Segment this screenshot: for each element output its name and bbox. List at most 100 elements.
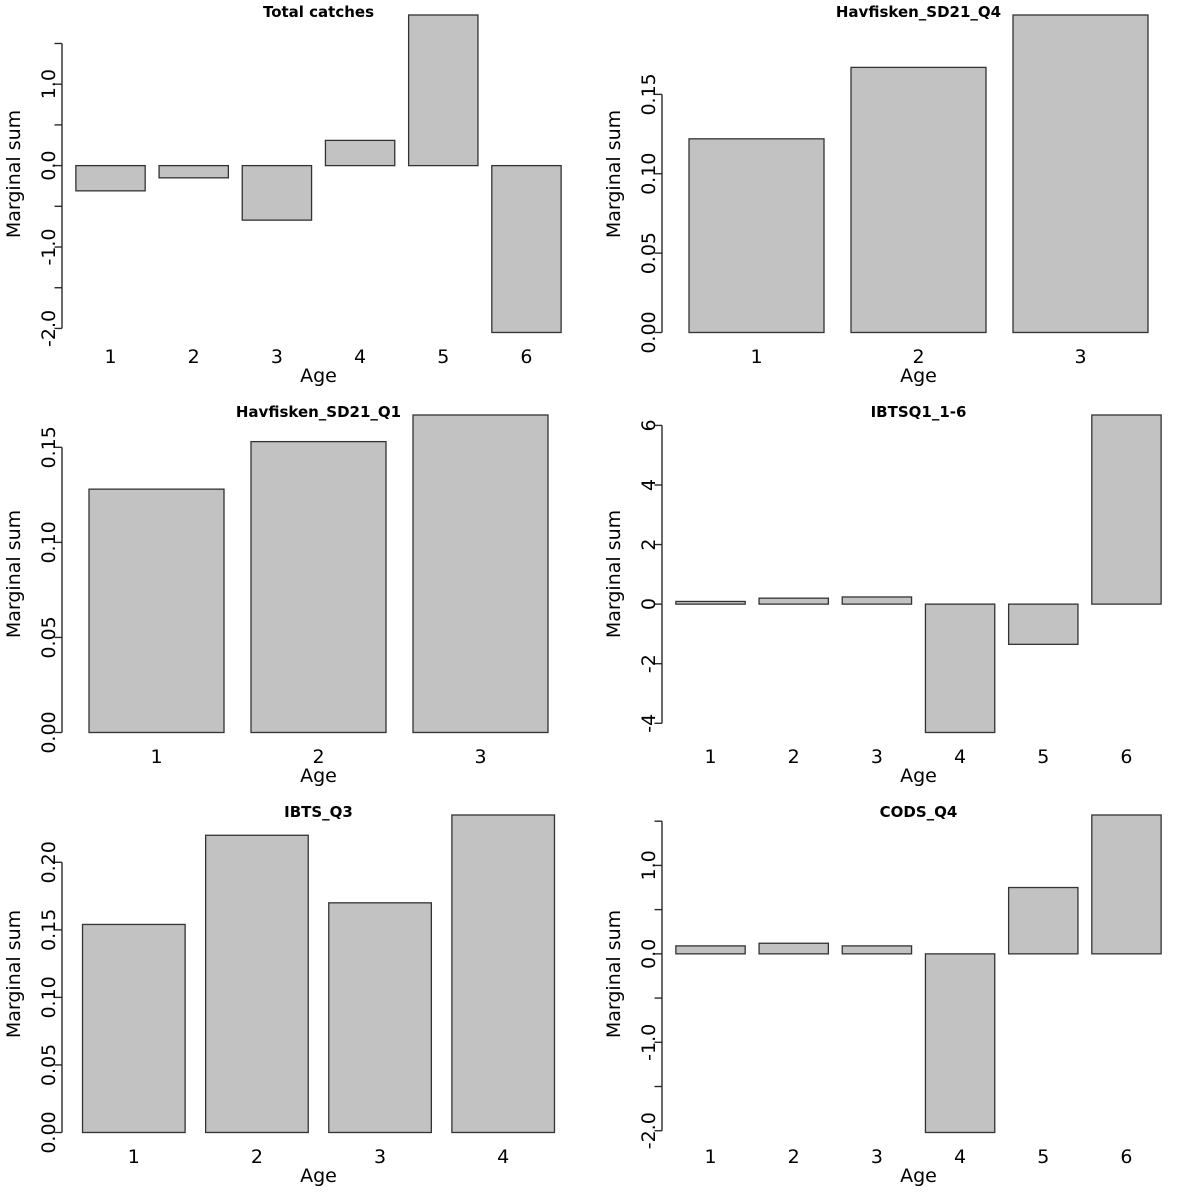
y-tick-label: 0.00 (38, 711, 60, 753)
plot-area: -2.0 -1.0 0.0 1.0 1 2 3 4 5 6 (638, 814, 1162, 1168)
bar (1012, 14, 1149, 334)
bar (1007, 886, 1079, 955)
bar (158, 164, 230, 179)
x-axis-label: Age (900, 765, 937, 787)
x-category-label: 1 (750, 346, 762, 368)
y-tick-label: 0.0 (638, 939, 660, 969)
x-axis-label: Age (300, 765, 337, 787)
bar (81, 923, 186, 1134)
barplot-ibtsq1-1-6: IBTSQ1_1-6 Marginal sum Age -4 -2 0 2 4 6 1 2 3 4… (603, 403, 1162, 787)
panel-title: Havfisken_SD21_Q4 (836, 3, 1001, 21)
bar (675, 945, 746, 955)
bar (250, 440, 387, 734)
x-category-label: 2 (188, 346, 200, 368)
x-category-label: 6 (1120, 746, 1132, 768)
y-tick-label: 0.00 (38, 1111, 60, 1153)
x-category-label: 5 (1037, 746, 1049, 768)
x-category-label: 4 (497, 1146, 509, 1168)
barplot-havfisken-sd21-q4: Havfisken_SD21_Q4 Marginal sum Age 0.000… (603, 3, 1149, 387)
y-tick-label: 6 (638, 419, 660, 431)
y-tick-label: 0.20 (38, 841, 60, 883)
bar (451, 814, 556, 1134)
y-tick-label: 4 (638, 479, 660, 491)
x-category-label: 4 (354, 346, 366, 368)
bar (75, 164, 146, 192)
panel-cods-q4: CODS_Q4 Marginal sum Age -2.0 -1.0 0.0 1.0 1… (600, 800, 1200, 1200)
x-category-label: 1 (128, 1146, 140, 1168)
x-category-label: 6 (1120, 1146, 1132, 1168)
plot-area: -2.0 -1.0 0.0 1.0 1 2 3 4 5 6 (38, 14, 562, 368)
bar (758, 597, 830, 605)
x-axis-label: Age (300, 1165, 337, 1187)
bar (324, 139, 396, 167)
y-tick-label: 0.00 (638, 311, 660, 353)
x-category-label: 6 (520, 346, 532, 368)
bar (491, 164, 562, 334)
y-tick-label: 0 (638, 598, 660, 610)
y-tick-label: -2.0 (38, 310, 60, 347)
x-axis-label: Age (300, 365, 337, 387)
y-tick-label: -1.0 (638, 1024, 660, 1061)
bar (1007, 603, 1079, 645)
x-category-label: 3 (1074, 346, 1086, 368)
x-axis-label: Age (900, 1165, 937, 1187)
bar (204, 834, 309, 1134)
x-category-label: 4 (954, 746, 966, 768)
x-category-label: 2 (912, 346, 924, 368)
y-axis-label: Marginal sum (603, 910, 625, 1038)
panel-title: IBTS_Q3 (284, 803, 353, 821)
x-category-label: 1 (704, 1146, 716, 1168)
y-axis-label: Marginal sum (603, 510, 625, 638)
barplot-total-catches: Total catches Marginal sum Age -2.0 -1.0 0… (3, 3, 562, 387)
x-category-label: 2 (251, 1146, 263, 1168)
bar (675, 600, 746, 605)
y-tick-label: -4 (638, 714, 660, 733)
bar (1091, 814, 1162, 955)
x-category-label: 3 (474, 746, 486, 768)
panel-ibts-q3: IBTS_Q3 Marginal sum Age 0.00 0.05 0.10 0.1… (0, 800, 600, 1200)
bar (841, 945, 913, 955)
y-tick-label: -2.0 (638, 1112, 660, 1149)
y-tick-label: 0.05 (638, 232, 660, 274)
y-tick-label: -2 (638, 654, 660, 673)
y-tick-label: 0.05 (38, 1044, 60, 1086)
y-tick-label: -1.0 (38, 228, 60, 265)
bar (688, 138, 825, 334)
bar (924, 953, 996, 1134)
x-category-label: 5 (1037, 1146, 1049, 1168)
barplot-ibts-q3: IBTS_Q3 Marginal sum Age 0.00 0.05 0.10 0.1… (3, 803, 556, 1187)
x-category-label: 3 (374, 1146, 386, 1168)
y-tick-label: 0.05 (38, 616, 60, 658)
bar (924, 603, 996, 734)
barplot-havfisken-sd21-q1: Havfisken_SD21_Q1 Marginal sum Age 0.00 0… (3, 403, 549, 787)
y-tick-label: 0.15 (38, 909, 60, 951)
x-category-label: 3 (871, 1146, 883, 1168)
y-tick-label: 1.0 (638, 850, 660, 880)
bar (412, 414, 549, 734)
x-category-label: 2 (788, 746, 800, 768)
y-tick-label: 0.10 (38, 521, 60, 563)
panel-title: Total catches (263, 3, 374, 21)
y-tick-label: 0.10 (638, 153, 660, 195)
y-tick-label: 0.0 (38, 150, 60, 180)
y-axis-label: Marginal sum (3, 510, 25, 638)
plot-area: 0.00 0.05 0.10 0.15 0.20 1 2 3 4 (38, 814, 556, 1168)
y-tick-label: 0.15 (38, 426, 60, 468)
panel-title: Havfisken_SD21_Q1 (236, 403, 401, 421)
panel-title: CODS_Q4 (880, 803, 958, 821)
panel-ibtsq1-1-6: IBTSQ1_1-6 Marginal sum Age -4 -2 0 2 4 6 1 2 3 4… (600, 400, 1200, 800)
bar (241, 164, 313, 221)
y-axis-label: Marginal sum (603, 110, 625, 238)
panel-total-catches: Total catches Marginal sum Age -2.0 -1.0 0… (0, 0, 600, 400)
bar (407, 14, 479, 167)
plot-area: -4 -2 0 2 4 6 1 2 3 4 5 6 (638, 414, 1162, 768)
x-category-label: 3 (271, 346, 283, 368)
x-category-label: 2 (312, 746, 324, 768)
bar (841, 596, 913, 605)
y-tick-label: 1.0 (38, 69, 60, 99)
bar (88, 488, 225, 734)
panel-havfisken-sd21-q1: Havfisken_SD21_Q1 Marginal sum Age 0.00 0… (0, 400, 600, 800)
x-category-label: 5 (437, 346, 449, 368)
y-axis-label: Marginal sum (3, 910, 25, 1038)
